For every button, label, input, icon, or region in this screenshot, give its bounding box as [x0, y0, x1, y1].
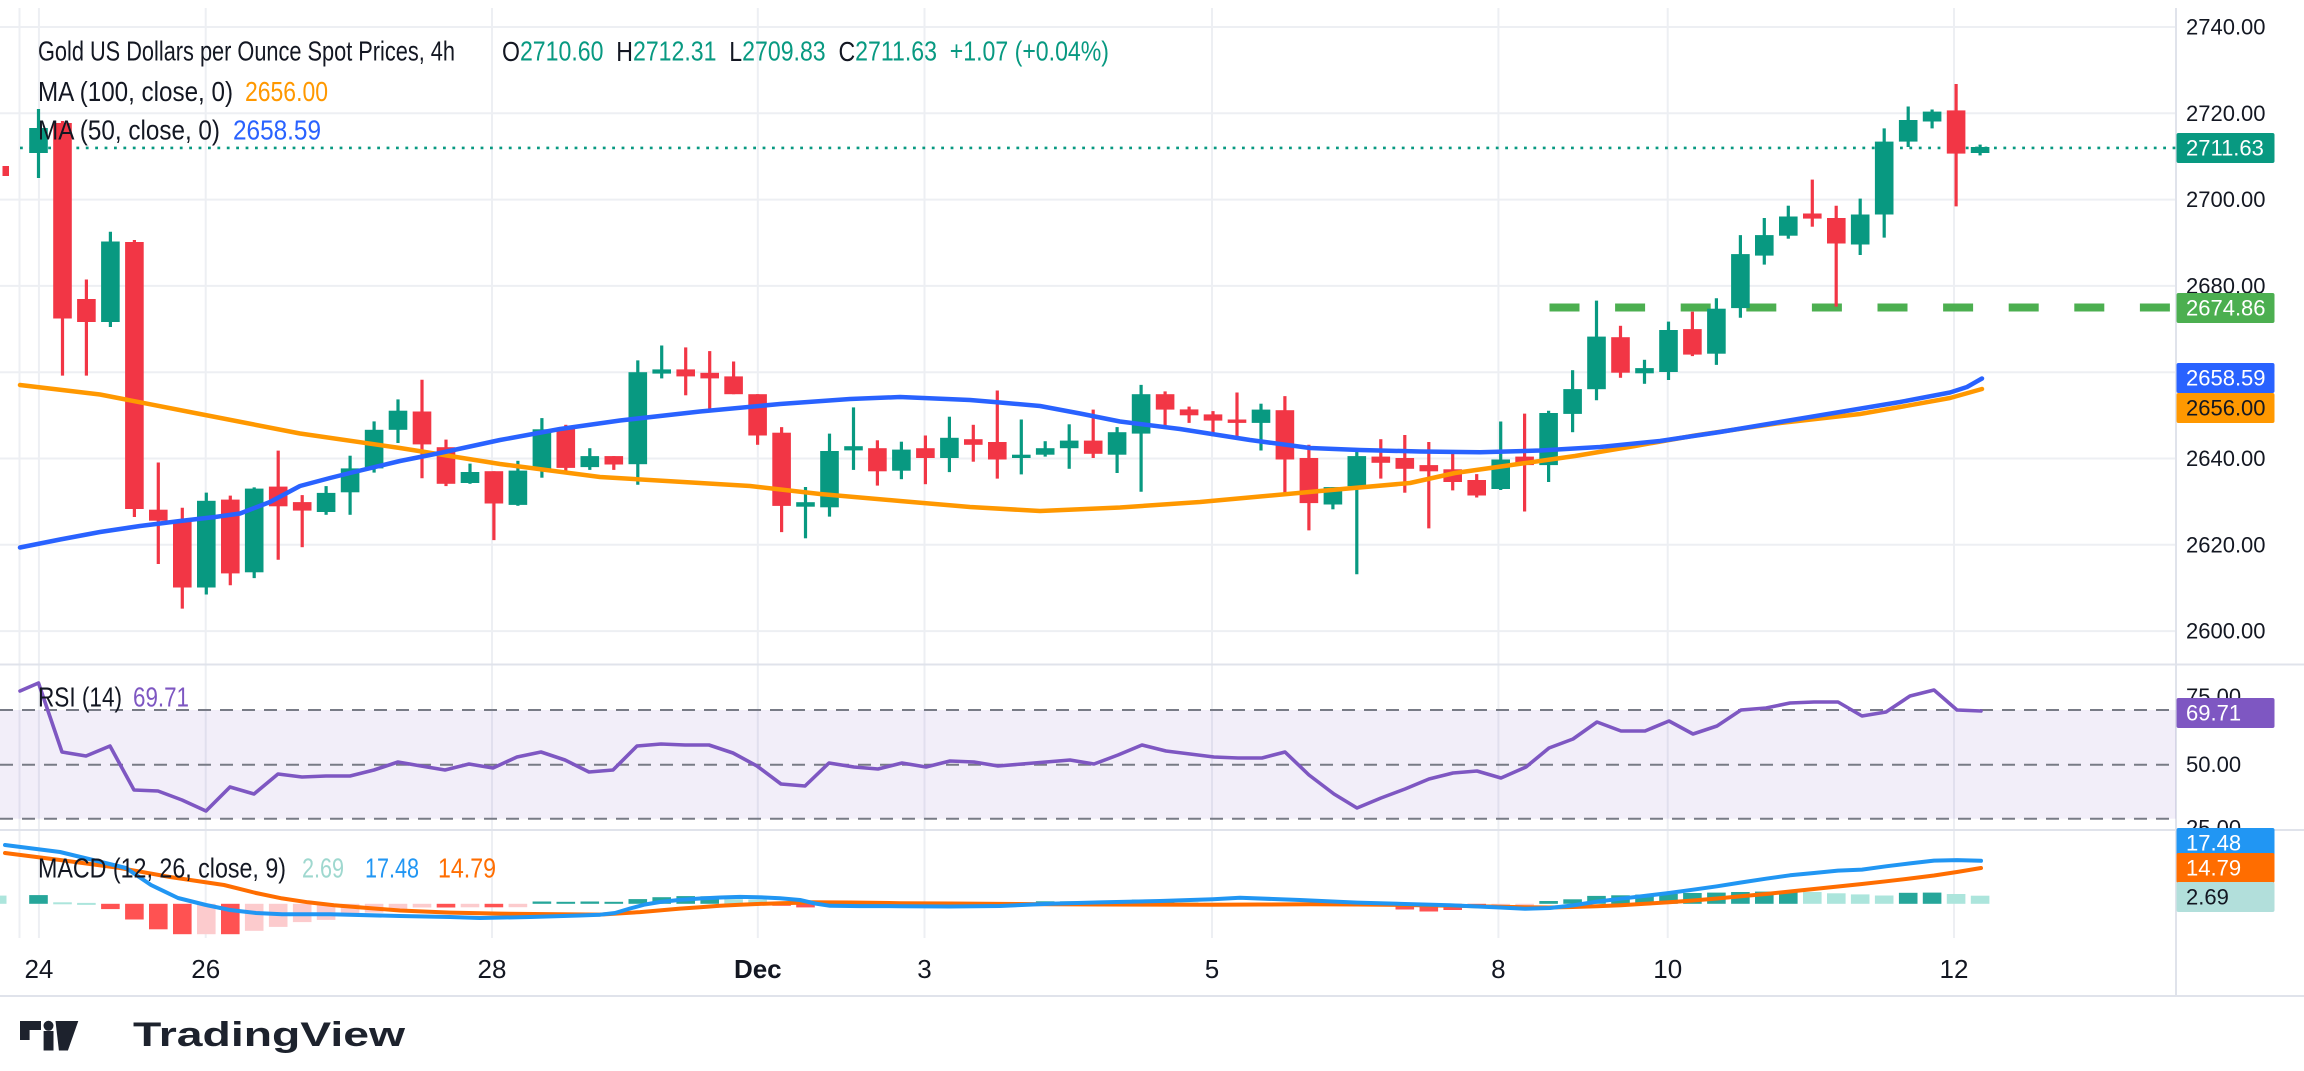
svg-text:2740.00: 2740.00	[2186, 15, 2266, 40]
svg-text:2711.63: 2711.63	[2186, 136, 2264, 161]
svg-text:TradingView: TradingView	[133, 1016, 406, 1054]
svg-text:2656.00: 2656.00	[245, 76, 328, 107]
svg-text:2720.00: 2720.00	[2186, 101, 2266, 126]
svg-text:RSI (14): RSI (14)	[38, 682, 122, 713]
svg-text:O2710.60 H2712.31 L2709.83: O2710.60 H2712.31 L2709.83 C2711.63 +1.0…	[502, 36, 1109, 67]
svg-text:2.69: 2.69	[302, 853, 344, 884]
svg-text:17.48: 17.48	[365, 853, 419, 884]
svg-text:28: 28	[478, 954, 507, 984]
svg-text:14.79: 14.79	[2186, 856, 2241, 881]
svg-text:2656.00: 2656.00	[2186, 396, 2266, 421]
svg-text:50.00: 50.00	[2186, 752, 2241, 777]
svg-text:2658.59: 2658.59	[233, 115, 321, 146]
svg-text:3: 3	[917, 954, 931, 984]
svg-text:14.79: 14.79	[438, 853, 496, 884]
svg-text:2674.86: 2674.86	[2186, 296, 2266, 321]
svg-text:2.69: 2.69	[2186, 885, 2229, 910]
svg-text:12: 12	[1940, 954, 1969, 984]
svg-text:2658.59: 2658.59	[2186, 366, 2266, 391]
svg-text:24: 24	[24, 954, 53, 984]
svg-text:17.48: 17.48	[2186, 831, 2241, 856]
svg-text:69.71: 69.71	[133, 682, 189, 713]
svg-text:10: 10	[1653, 954, 1682, 984]
svg-text:2600.00: 2600.00	[2186, 619, 2266, 644]
svg-text:Dec: Dec	[734, 954, 782, 984]
svg-text:26: 26	[191, 954, 220, 984]
svg-text:MA (50, close, 0): MA (50, close, 0)	[38, 115, 220, 146]
svg-text:8: 8	[1491, 954, 1505, 984]
svg-text:2640.00: 2640.00	[2186, 446, 2266, 471]
svg-text:MACD (12, 26, close, 9): MACD (12, 26, close, 9)	[38, 853, 286, 884]
svg-text:MA (100, close, 0): MA (100, close, 0)	[38, 76, 233, 107]
svg-text:69.71: 69.71	[2186, 701, 2241, 726]
svg-text:2700.00: 2700.00	[2186, 187, 2266, 212]
svg-text:Gold US Dollars per Ounce Spot: Gold US Dollars per Ounce Spot Prices, 4…	[38, 36, 455, 67]
svg-text:5: 5	[1205, 954, 1219, 984]
svg-text:2620.00: 2620.00	[2186, 532, 2266, 557]
